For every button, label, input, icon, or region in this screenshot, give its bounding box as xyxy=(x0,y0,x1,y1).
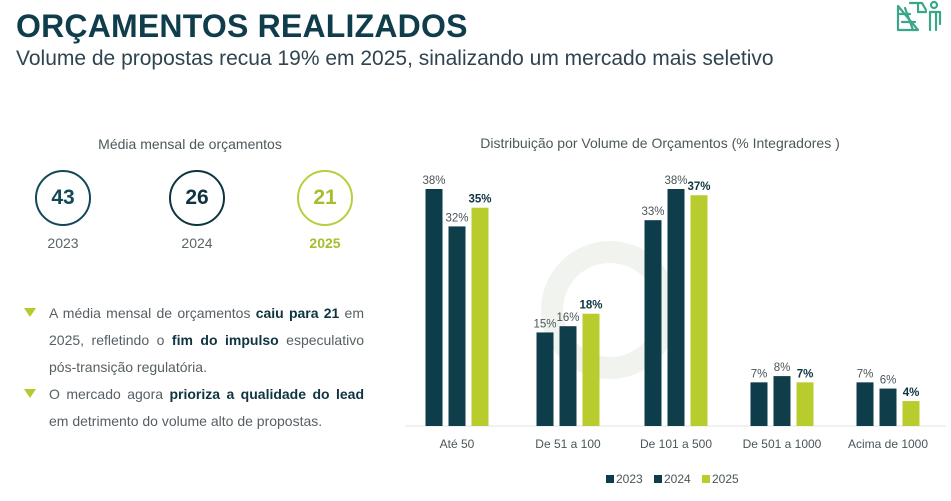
page-subtitle: Volume de propostas recua 19% em 2025, s… xyxy=(16,47,774,70)
chart-svg: Distribuição por Volume de Orçamentos (%… xyxy=(405,135,946,486)
kpi-2025: 21 2025 xyxy=(295,170,355,251)
x-tick-label: De 101 a 500 xyxy=(640,437,712,451)
data-label: 38% xyxy=(664,175,687,187)
data-label: 33% xyxy=(641,206,664,218)
bar-2025 xyxy=(471,207,489,426)
kpi-year: 2023 xyxy=(47,235,79,251)
distribution-chart: Distribuição por Volume de Orçamentos (%… xyxy=(400,120,951,501)
data-label: 7% xyxy=(751,368,768,380)
legend-swatch xyxy=(702,475,710,483)
solar-installer-icon xyxy=(896,0,942,32)
data-label: 6% xyxy=(880,375,897,387)
kpi-heading: Média mensal de orçamentos xyxy=(98,136,282,152)
data-label: 7% xyxy=(797,368,814,380)
data-label: 18% xyxy=(579,300,602,312)
kpi-value: 21 xyxy=(313,186,337,209)
kpi-year: 2025 xyxy=(309,235,341,251)
bar-2023 xyxy=(856,382,874,426)
bar-2025 xyxy=(690,195,708,426)
kpi-year: 2024 xyxy=(181,235,213,251)
bar-2023 xyxy=(750,382,768,426)
bar-2025 xyxy=(796,382,814,426)
bar-2025 xyxy=(902,401,920,426)
bar-2023 xyxy=(536,332,554,426)
bar-2024 xyxy=(879,388,897,426)
data-label: 35% xyxy=(468,194,491,206)
data-label: 15% xyxy=(533,318,556,330)
bar-2024 xyxy=(559,326,577,426)
legend-item: 2023 xyxy=(606,472,643,486)
legend-swatch xyxy=(606,475,614,483)
triangle-bullet-icon xyxy=(24,389,36,398)
data-label: 32% xyxy=(445,212,468,224)
kpi-circle: 26 xyxy=(169,170,225,226)
kpi-value: 43 xyxy=(51,186,75,209)
insight-bullets: A média mensal de orçamentos caiu para 2… xyxy=(22,300,364,435)
legend-label: 2023 xyxy=(616,472,643,486)
legend-item: 2025 xyxy=(702,472,739,486)
chart-title: Distribuição por Volume de Orçamentos (%… xyxy=(480,135,840,151)
data-label: 16% xyxy=(556,312,579,324)
x-tick-label: Acima de 1000 xyxy=(848,437,928,451)
bullet-text: O mercado agora prioriza a qualidade do … xyxy=(49,386,365,429)
bar-2025 xyxy=(582,313,600,426)
legend-swatch xyxy=(654,475,662,483)
kpi-circle: 21 xyxy=(297,170,353,226)
bar-2024 xyxy=(448,226,466,426)
data-label: 37% xyxy=(687,181,710,193)
x-tick-label: Até 50 xyxy=(440,437,475,451)
bar-2023 xyxy=(425,189,443,426)
data-label: 38% xyxy=(422,175,445,187)
kpi-2023: 43 2023 xyxy=(33,170,93,251)
data-label: 8% xyxy=(774,362,791,374)
kpi-2024: 26 2024 xyxy=(167,170,227,251)
legend-label: 2025 xyxy=(712,472,739,486)
bullet-text: A média mensal de orçamentos caiu para 2… xyxy=(49,305,365,375)
page-title: ORÇAMENTOS REALIZADOS xyxy=(16,8,468,44)
kpi-circle: 43 xyxy=(35,170,91,226)
legend-label: 2024 xyxy=(664,472,691,486)
bar-2024 xyxy=(667,189,685,426)
bar-2024 xyxy=(773,376,791,426)
triangle-bullet-icon xyxy=(24,308,36,317)
legend-item: 2024 xyxy=(654,472,691,486)
bullet-item: O mercado agora prioriza a qualidade do … xyxy=(22,381,364,435)
bullet-item: A média mensal de orçamentos caiu para 2… xyxy=(22,300,364,381)
bar-2023 xyxy=(644,220,662,426)
x-tick-label: De 51 a 100 xyxy=(535,437,601,451)
data-label: 4% xyxy=(903,387,920,399)
kpi-value: 26 xyxy=(185,186,209,209)
data-label: 7% xyxy=(857,368,874,380)
x-tick-label: De 501 a 1000 xyxy=(743,437,822,451)
